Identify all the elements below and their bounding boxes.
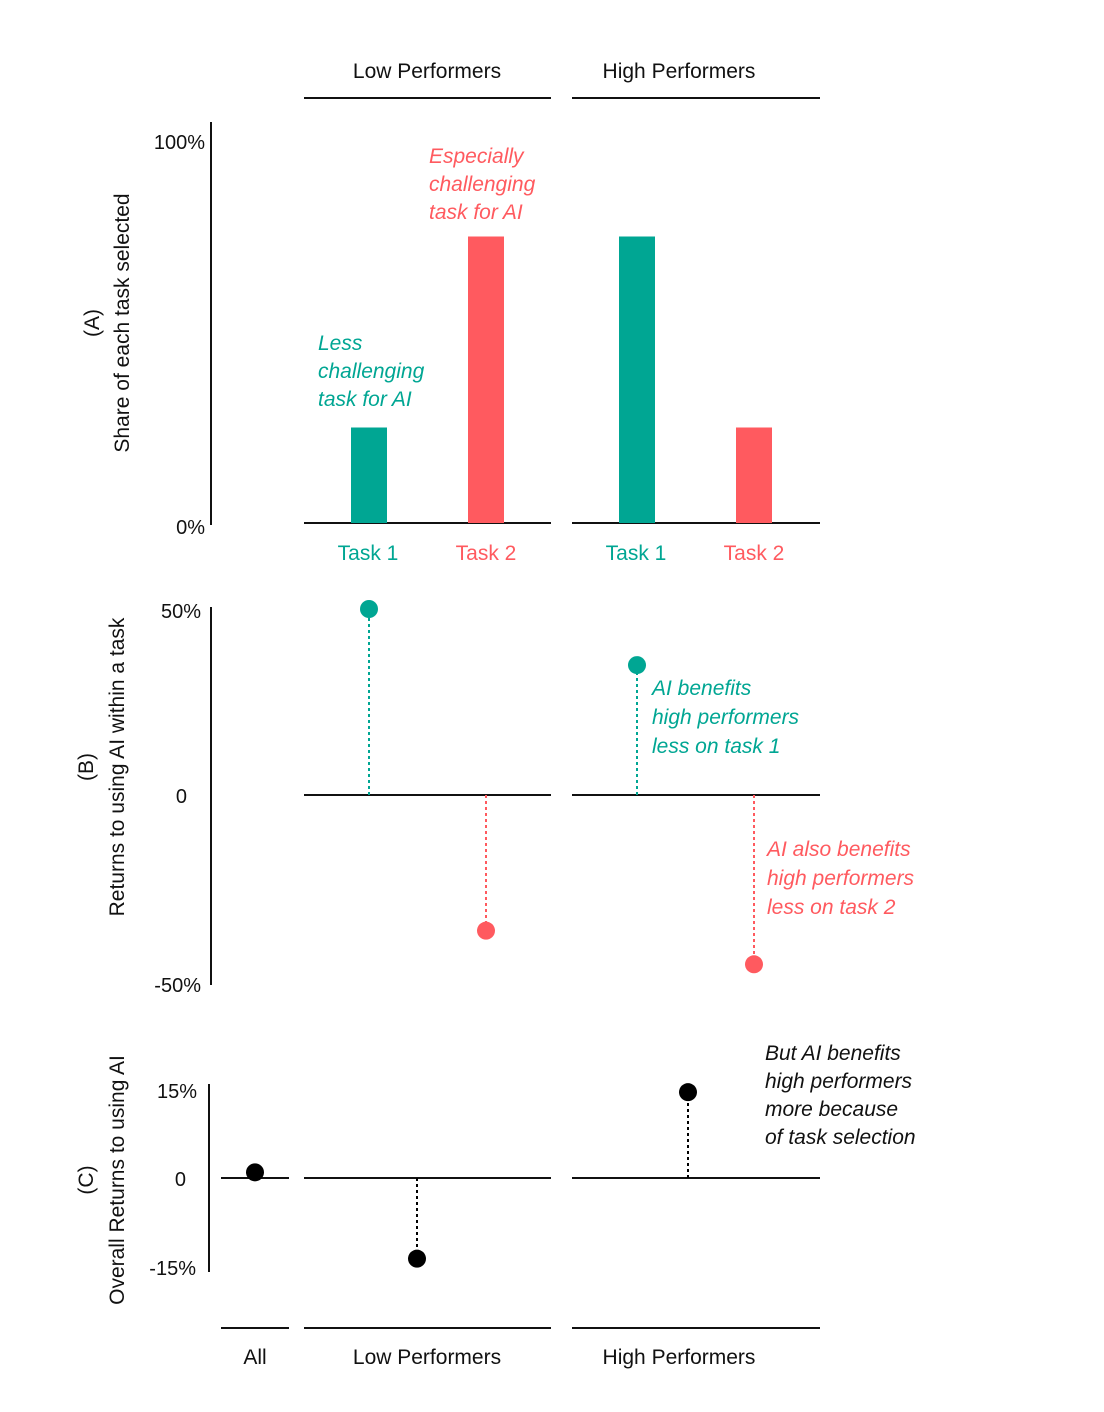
annotation-line: high performers xyxy=(767,867,915,890)
panel-c-ytick-0: 0 xyxy=(175,1169,186,1191)
xtick-low-task2: Task 2 xyxy=(456,542,517,565)
xtick-high-performers: High Performers xyxy=(603,1346,756,1369)
annotation-benefits-task2: AI also benefits high performers less on… xyxy=(765,838,920,919)
point-low-overall xyxy=(408,1249,426,1268)
annotation-especially-challenging: Especially challenging task for AI xyxy=(429,145,541,224)
panel-b-ytick-neg50: -50% xyxy=(154,975,201,997)
annotation-line: of task selection xyxy=(765,1126,916,1149)
xtick-low-task1: Task 1 xyxy=(338,542,399,565)
panel-a-ytick-0: 0% xyxy=(176,517,205,539)
panel-b-ylabel-prefix: (B) xyxy=(75,753,98,781)
xtick-high-task1: Task 1 xyxy=(606,542,667,565)
annotation-line: AI benefits xyxy=(650,677,752,700)
point-high-task1 xyxy=(628,656,646,675)
panel-c-ylabel-prefix: (C) xyxy=(75,1165,98,1194)
panel-a: (A) Share of each task selected 100% 0% … xyxy=(81,122,820,565)
panel-c-ytick-15: 15% xyxy=(157,1081,197,1103)
annotation-less-challenging: Less challenging task for AI xyxy=(318,332,430,411)
annotation-line: But AI benefits xyxy=(765,1042,901,1065)
panel-b-ytick-50: 50% xyxy=(161,601,201,623)
point-low-task1 xyxy=(360,600,378,618)
point-all-overall xyxy=(246,1163,264,1182)
annotation-line: less on task 2 xyxy=(767,896,896,919)
group-header-high: High Performers xyxy=(603,60,756,83)
panel-c-ytick-neg15: -15% xyxy=(149,1258,196,1280)
annotation-line: more because xyxy=(765,1098,898,1121)
bar-low-task2 xyxy=(468,236,504,523)
annotation-line: task for AI xyxy=(318,388,412,411)
annotation-line: Less xyxy=(318,332,363,355)
bar-low-task1 xyxy=(351,427,387,523)
panel-a-ylabel: Share of each task selected xyxy=(111,193,134,452)
annotation-line: Especially xyxy=(429,145,525,168)
annotation-benefits-task1: AI benefits high performers less on task… xyxy=(650,677,805,758)
xtick-high-task2: Task 2 xyxy=(724,542,785,565)
annotation-task-selection: But AI benefits high performers more bec… xyxy=(765,1042,918,1149)
point-high-task2 xyxy=(745,955,763,974)
panel-a-ylabel-prefix: (A) xyxy=(81,309,104,337)
group-header-low: Low Performers xyxy=(353,60,501,83)
annotation-line: challenging xyxy=(318,360,425,383)
bar-high-task2 xyxy=(736,427,772,523)
panel-b-ytick-0: 0 xyxy=(176,786,187,808)
annotation-line: task for AI xyxy=(429,201,523,224)
annotation-line: challenging xyxy=(429,173,536,196)
annotation-line: high performers xyxy=(765,1070,913,1093)
bar-high-task1 xyxy=(619,236,655,523)
panel-b: (B) Returns to using AI within a task 50… xyxy=(75,600,920,997)
panel-c-ylabel: Overall Returns to using AI xyxy=(106,1055,129,1305)
annotation-line: AI also benefits xyxy=(765,838,911,861)
point-low-task2 xyxy=(477,921,495,940)
annotation-line: high performers xyxy=(652,706,800,729)
panel-b-ylabel: Returns to using AI within a task xyxy=(106,617,129,916)
point-high-overall xyxy=(679,1083,697,1102)
annotation-line: less on task 1 xyxy=(652,735,780,758)
xtick-low-performers: Low Performers xyxy=(353,1346,501,1369)
xtick-all: All xyxy=(243,1346,266,1369)
panel-a-ytick-100: 100% xyxy=(154,132,205,154)
panel-c: (C) Overall Returns to using AI 15% 0 -1… xyxy=(75,1042,918,1369)
